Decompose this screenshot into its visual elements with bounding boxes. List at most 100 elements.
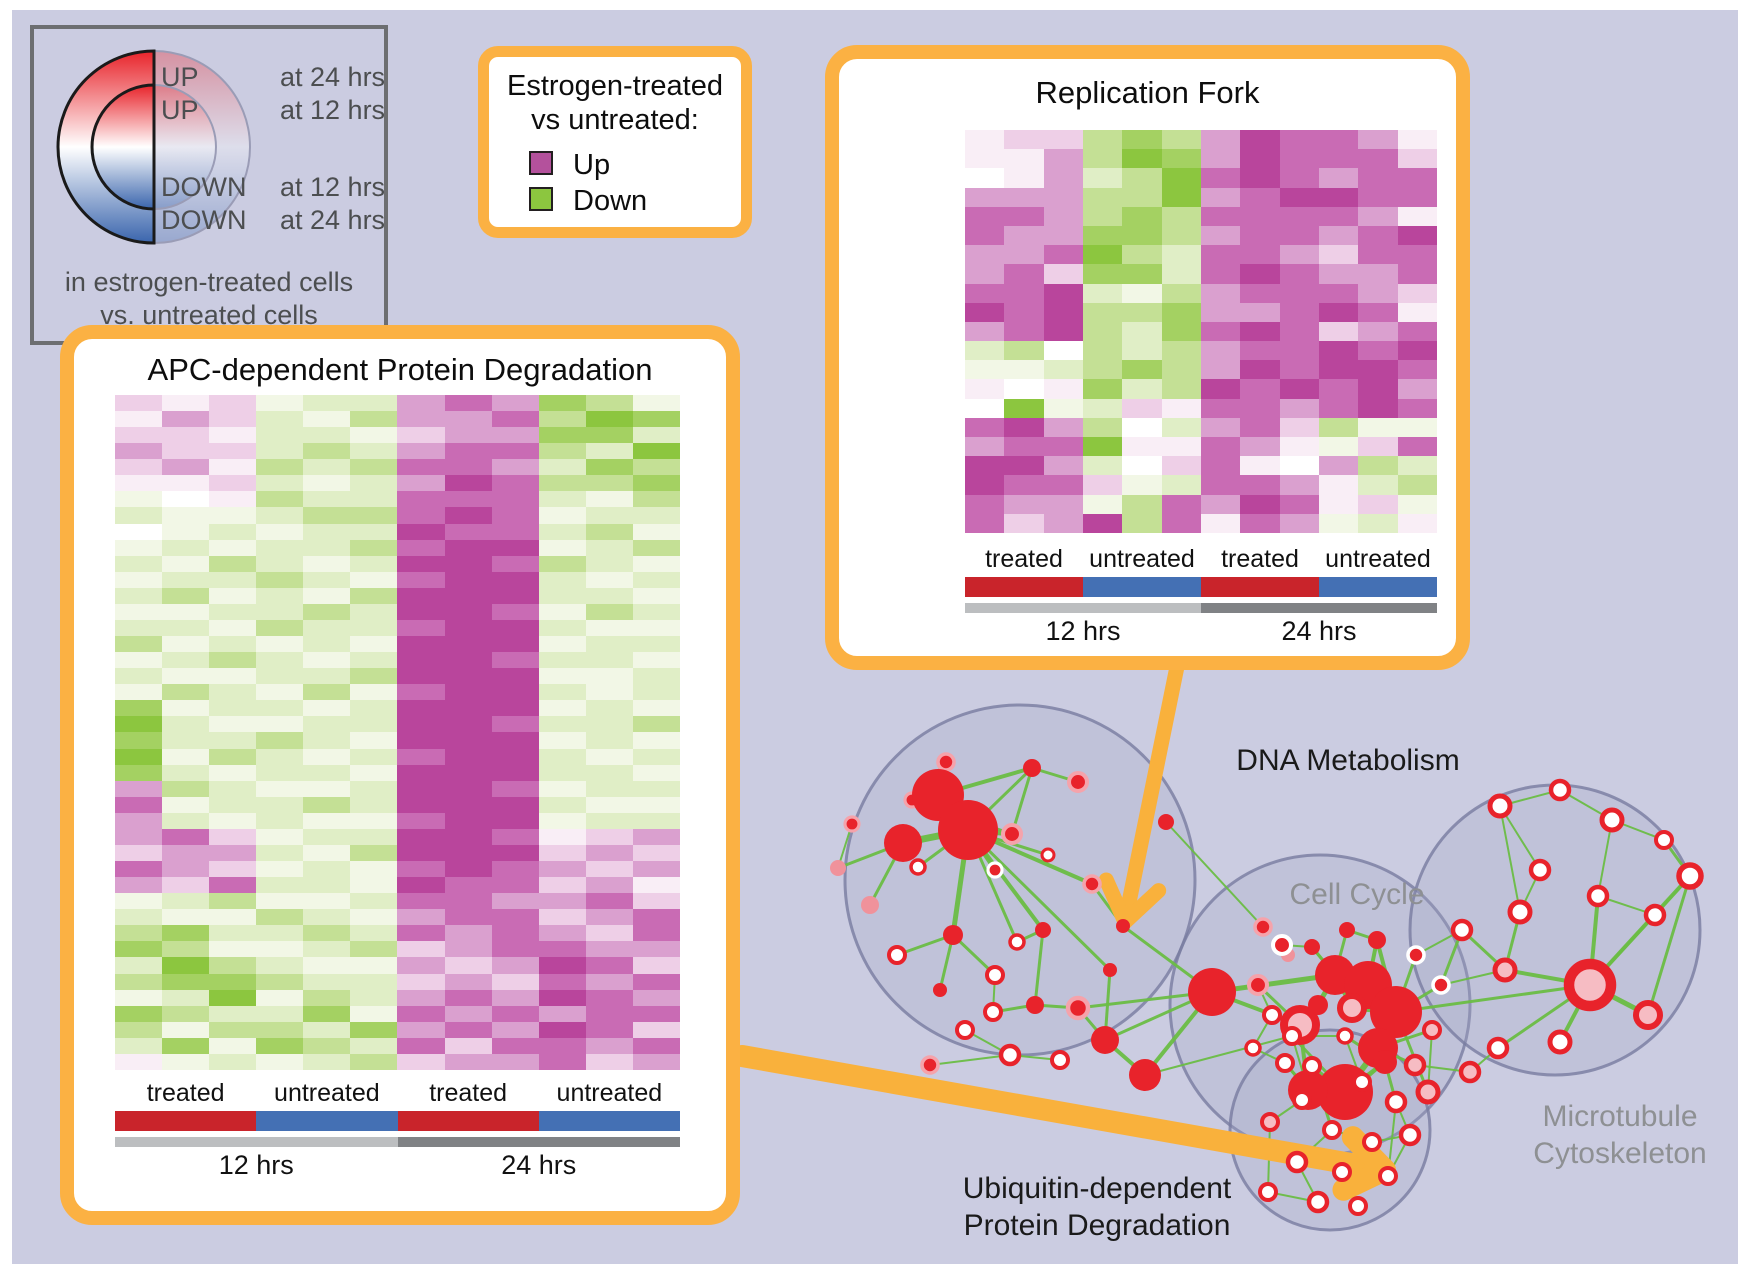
heatmap-cell: [1200, 130, 1241, 150]
heatmap-cell: [1240, 130, 1280, 150]
heatmap-cell: [491, 989, 539, 1006]
heatmap-cell: [303, 893, 351, 910]
heatmap-cell: [1318, 398, 1359, 418]
heatmap-cell: [397, 395, 445, 412]
heatmap-cell: [1358, 264, 1398, 284]
gene-set-node: [1633, 1000, 1663, 1030]
heatmap-cell: [538, 877, 586, 894]
heatmap-cell: [585, 427, 633, 444]
heatmap-cell: [538, 748, 586, 765]
timepoint-bar: [1201, 603, 1437, 613]
heatmap-cell: [491, 603, 539, 620]
heatmap-cell: [538, 587, 586, 604]
gene-set-node: [1486, 1036, 1510, 1060]
heatmap-cell: [491, 941, 539, 958]
sample-group-bar: [1201, 577, 1319, 597]
heatmap-cell: [1397, 437, 1437, 457]
heatmap-cell: [632, 844, 680, 862]
rf-group-bars: [965, 577, 1437, 597]
timepoint-label: 24 hrs: [501, 1150, 577, 1180]
heatmap-cell: [965, 398, 1005, 418]
heatmap-cell: [1004, 321, 1044, 342]
heatmap-cell: [632, 780, 680, 797]
heatmap-cell: [1318, 417, 1359, 438]
heatmap-cell: [1082, 187, 1123, 207]
ring-legend-time: at 12 hrs: [280, 172, 386, 202]
gene-set-node: [1066, 770, 1090, 794]
heatmap-legend-title: Estrogen-treated vs untreated:: [489, 69, 741, 137]
heatmap-cell: [1318, 321, 1359, 342]
heatmap-cell: [303, 1021, 351, 1038]
heatmap-cell: [444, 716, 492, 733]
heatmap-cell: [965, 283, 1005, 303]
heatmap-cell: [1161, 149, 1201, 169]
heatmap-cell: [491, 668, 539, 685]
heatmap-cell: [1082, 417, 1123, 438]
heatmap-color-legend: Estrogen-treated vs untreated: Up Down: [478, 46, 752, 238]
heatmap-cell: [303, 973, 351, 990]
heatmap-cell: [397, 684, 445, 701]
ring-legend-direction: DOWN: [161, 172, 247, 202]
heatmap-cell: [965, 225, 1005, 246]
network-edge: [1165, 821, 1264, 928]
heatmap-cell: [303, 957, 351, 974]
heatmap-cell: [965, 456, 1005, 476]
heatmap-cell: [538, 523, 586, 540]
heatmap-cell: [538, 941, 586, 958]
heatmap-cell: [115, 491, 163, 508]
gene-set-node: [983, 1002, 1003, 1022]
gene-set-node: [998, 1043, 1022, 1067]
heatmap-cell: [303, 1037, 351, 1054]
sample-group-label: untreated: [556, 1079, 663, 1107]
heatmap-cell: [491, 443, 539, 460]
heatmap-cell: [491, 459, 539, 476]
heatmap-cell: [162, 1005, 210, 1022]
heatmap-cell: [491, 491, 539, 508]
heatmap-cell: [397, 941, 445, 958]
heatmap-cell: [1200, 264, 1241, 284]
heatmap-cell: [444, 941, 492, 958]
heatmap-cell: [1200, 494, 1241, 514]
heatmap-cell: [1082, 168, 1123, 188]
heatmap-cell: [444, 523, 492, 540]
heatmap-cell: [209, 828, 257, 845]
gene-set-node: [985, 965, 1005, 985]
heatmap-cell: [350, 989, 398, 1006]
heatmap-cell: [209, 507, 257, 524]
heatmap-cell: [209, 1037, 257, 1054]
heatmap-cell: [1358, 456, 1398, 476]
heatmap-cell: [162, 603, 210, 620]
ring-12h-left-half: [90, 83, 156, 211]
heatmap-cell: [585, 700, 633, 717]
gene-set-node: [920, 1055, 940, 1075]
heatmap-cell: [444, 700, 492, 717]
heatmap-cell: [1004, 456, 1044, 476]
heatmap-cell: [162, 748, 210, 765]
heatmap-cell: [1200, 245, 1241, 265]
heatmap-cell: [256, 571, 304, 588]
heatmap-cell: [397, 796, 445, 813]
heatmap-cell: [1279, 168, 1319, 188]
network-edge: [1499, 805, 1521, 913]
gene-set-node: [843, 815, 861, 833]
heatmap-cell: [115, 732, 163, 749]
heatmap-cell: [1358, 130, 1398, 150]
network-edge: [1395, 983, 1591, 1014]
heatmap-cell: [444, 796, 492, 813]
ring-legend-time: at 12 hrs: [280, 95, 386, 125]
heatmap-cell: [1043, 475, 1083, 495]
heatmap-cell: [1318, 149, 1359, 169]
heatmap-cell: [1279, 264, 1319, 284]
heatmap-cell: [350, 587, 398, 604]
heatmap-cell: [632, 812, 680, 829]
heatmap-cell: [538, 555, 586, 572]
heatmap-cell: [256, 748, 304, 765]
heatmap-cell: [491, 716, 539, 733]
heatmap-cell: [1240, 321, 1280, 342]
gene-set-node: [1548, 778, 1572, 802]
gene-set-node: [1306, 1190, 1330, 1214]
heatmap-cell: [538, 1037, 586, 1054]
sample-group-label: treated: [429, 1079, 508, 1107]
heatmap-cell: [444, 844, 492, 862]
heatmap-cell: [491, 1021, 539, 1038]
